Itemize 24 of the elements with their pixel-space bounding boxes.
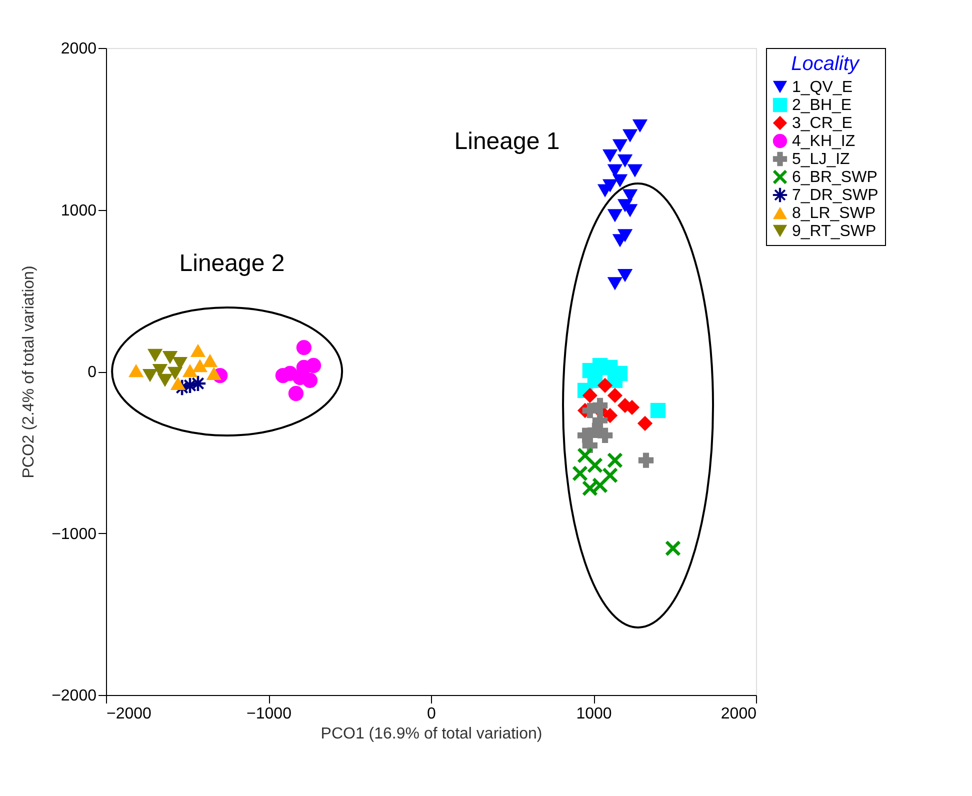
x-tick-label: 0	[427, 706, 436, 722]
legend-label: 1_QV_E	[792, 79, 852, 96]
annotation: Lineage 1	[454, 128, 560, 155]
legend-label: 9_RT_SWP	[792, 223, 876, 240]
x-axis-title: PCO1 (16.9% of total variation)	[320, 726, 542, 742]
legend-label: 7_DR_SWP	[792, 187, 878, 204]
x-tick-label: 1000	[576, 706, 612, 722]
y-tick-label: 0	[88, 364, 97, 381]
legend-label: 4_KH_IZ	[792, 133, 856, 150]
x-tick-label: −2000	[106, 706, 152, 722]
legend-label: 5_LJ_IZ	[792, 151, 850, 168]
y-axis-title: PCO2 (2.4% of total variation)	[20, 266, 38, 478]
y-tick-label: −2000	[52, 688, 97, 704]
legend-title: Locality	[791, 53, 860, 75]
y-tick-label: −1000	[52, 526, 97, 543]
x-tick-label: 2000	[720, 706, 757, 722]
legend-label: 3_CR_E	[792, 115, 852, 132]
y-tick-label: 1000	[60, 202, 97, 220]
x-tick-label: −1000	[246, 706, 292, 722]
y-tick-label: 2000	[60, 40, 97, 58]
annotation: Lineage 2	[179, 250, 285, 277]
legend-label: 6_BR_SWP	[792, 169, 878, 186]
legend-label: 8_LR_SWP	[792, 205, 876, 222]
legend-label: 2_BH_E	[792, 97, 852, 114]
